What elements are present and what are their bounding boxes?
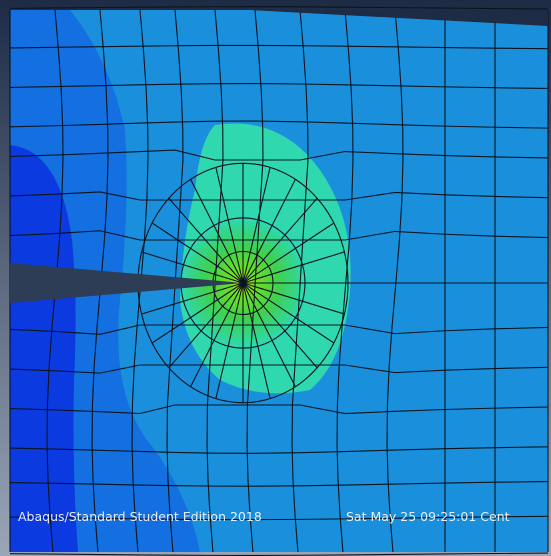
mesh-line	[336, 9, 354, 553]
mesh-line	[242, 282, 345, 315]
contour-low	[10, 145, 78, 552]
mesh-line	[9, 230, 549, 241]
mesh-line	[9, 552, 549, 556]
mesh-line	[151, 282, 244, 344]
mesh-line	[242, 282, 271, 400]
mesh-line	[242, 178, 296, 284]
mesh-line	[242, 166, 271, 284]
mesh-line	[242, 222, 335, 284]
mesh-line	[215, 166, 244, 284]
mesh-line	[242, 282, 335, 344]
mesh-line	[386, 9, 404, 553]
mesh-line	[242, 282, 296, 388]
mesh-line	[190, 178, 244, 284]
mesh-line	[141, 251, 244, 284]
mesh-line	[141, 282, 244, 315]
mesh-line	[242, 251, 345, 284]
footer-left: Abaqus/Standard Student Edition 2018	[18, 509, 262, 524]
crack	[10, 263, 243, 303]
mesh-line	[168, 197, 244, 284]
mesh-line	[291, 9, 309, 553]
mesh-line	[9, 324, 549, 335]
edge	[250, 10, 548, 26]
mesh-line	[215, 282, 244, 400]
mesh-line	[9, 364, 549, 374]
mesh-line	[246, 9, 264, 553]
footer-right: Sat May 25 09:25:01 Cent	[346, 509, 510, 524]
mesh-line	[9, 191, 549, 201]
mesh-line	[151, 222, 244, 284]
mesh-line	[9, 6, 549, 10]
mesh-line	[190, 282, 244, 388]
